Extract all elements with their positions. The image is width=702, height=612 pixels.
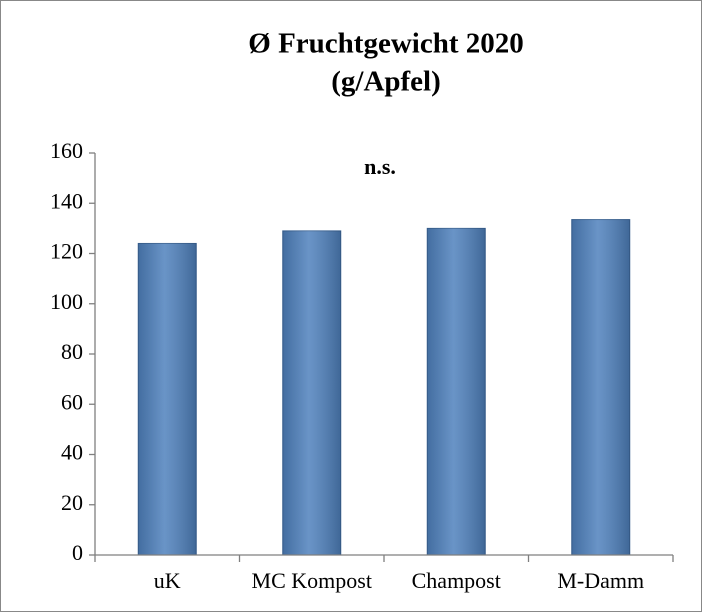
x-tick-label: M-Damm (557, 568, 644, 593)
chart-subtitle: (g/Apfel) (331, 66, 441, 98)
y-tick-label: 40 (61, 440, 83, 465)
y-tick-label: 120 (50, 239, 83, 264)
bar-shade (282, 230, 341, 555)
x-tick-label: Champost (412, 568, 501, 593)
annotation: n.s. (364, 154, 396, 179)
y-tick-label: 160 (50, 138, 83, 163)
bar-shade (427, 228, 486, 555)
y-tick-label: 140 (50, 188, 83, 213)
bar-shade (138, 243, 197, 555)
y-tick-label: 100 (50, 289, 83, 314)
chart-title: Ø Fruchtgewicht 2020 (248, 28, 523, 60)
y-tick-label: 0 (72, 540, 83, 565)
y-tick-label: 60 (61, 389, 83, 414)
x-tick-label: MC Kompost (252, 568, 372, 593)
y-tick-label: 20 (61, 490, 83, 515)
y-tick-label: 80 (61, 339, 83, 364)
x-tick-label: uK (154, 568, 181, 593)
bar-shade (571, 219, 630, 556)
